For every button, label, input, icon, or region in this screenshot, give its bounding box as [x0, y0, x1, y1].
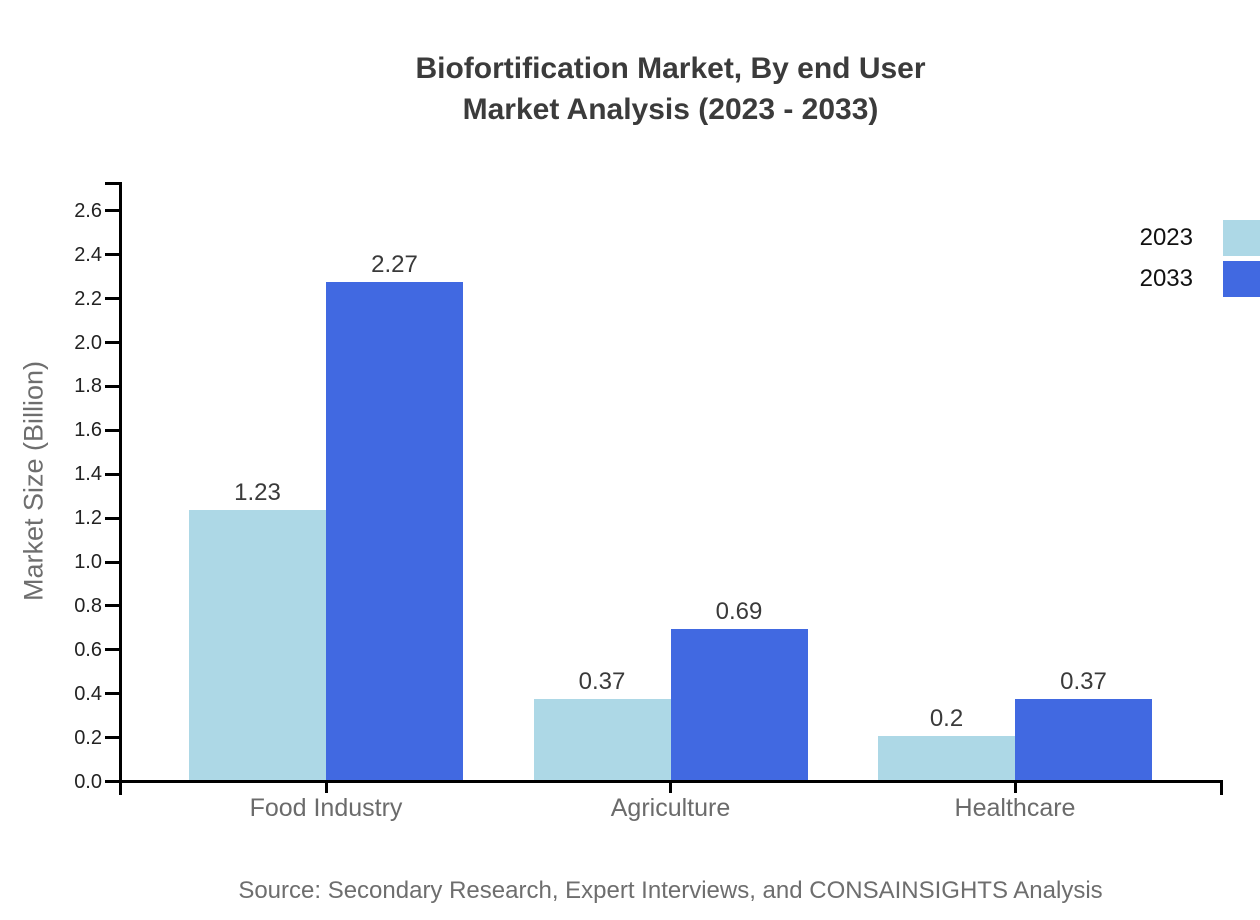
legend-label: 2023 [1139, 224, 1193, 251]
y-tick [104, 297, 119, 301]
y-tick-label: 1.0 [74, 551, 102, 573]
y-tick-label: 0.6 [74, 638, 102, 661]
bar-2023-agriculture [533, 699, 671, 780]
bar-2033-food-industry [326, 282, 463, 780]
bar-value-label: 0.37 [578, 668, 626, 695]
source-note: Source: Secondary Research, Expert Inter… [238, 877, 1103, 904]
bar-value-label: 0.2 [929, 705, 964, 732]
y-axis-spine [118, 182, 122, 783]
y-tick [104, 209, 119, 213]
x-tick [324, 780, 328, 793]
chart-title: Biofortification Market, By end User Mar… [120, 48, 1221, 130]
chart-title-line2: Market Analysis (2023 - 2033) [462, 93, 879, 126]
bar-2023-healthcare [878, 736, 1015, 780]
y-tick [104, 428, 119, 432]
category-label: Healthcare [954, 794, 1076, 822]
y-tick-label: 1.2 [74, 507, 102, 530]
y-tick-label: 2.4 [74, 243, 102, 266]
legend-label: 2033 [1139, 265, 1193, 292]
y-tick-label: 1.4 [74, 463, 102, 486]
y-tick [104, 384, 119, 388]
y-tick-label: 0.8 [74, 594, 102, 617]
y-tick [104, 341, 119, 344]
y-tick-label: 0.2 [74, 726, 102, 749]
y-tick [104, 648, 119, 652]
bar-2033-healthcare [1015, 699, 1152, 780]
chart-title-line1: Biofortification Market, By end User [415, 52, 926, 85]
x-axis-end-cap-left [118, 780, 122, 795]
y-tick-label: 0.0 [74, 770, 102, 793]
legend-item-2023: 2023 [1140, 220, 1260, 256]
bar-2033-agriculture [670, 629, 808, 780]
x-axis-end-cap-right [1219, 780, 1223, 795]
legend-swatch [1223, 261, 1260, 297]
legend-swatch [1223, 220, 1260, 256]
y-tick [104, 780, 119, 783]
y-tick-label: 2.0 [74, 331, 102, 354]
x-tick [1013, 780, 1017, 793]
y-tick-label: 2.6 [74, 199, 102, 222]
y-tick [104, 253, 119, 257]
y-tick [104, 560, 119, 564]
y-tick-label: 1.6 [74, 419, 102, 442]
y-tick-label: 1.8 [74, 375, 102, 398]
bar-2023-food-industry [189, 510, 326, 780]
category-label: Food Industry [249, 794, 403, 822]
y-tick [104, 516, 119, 520]
bar-value-label: 2.27 [371, 251, 418, 278]
bar-value-label: 1.23 [234, 479, 281, 506]
y-axis-end-cap [104, 182, 119, 185]
y-tick [104, 736, 119, 740]
y-tick-label: 0.4 [74, 682, 102, 705]
y-tick [104, 604, 119, 608]
y-tick-label: 2.2 [74, 287, 102, 310]
x-tick [669, 780, 672, 793]
y-tick [104, 472, 119, 476]
category-label: Agriculture [610, 794, 731, 822]
y-tick [104, 692, 119, 696]
legend-item-2033: 2033 [1140, 261, 1260, 297]
legend: 2023 2033 [1140, 220, 1260, 302]
bar-value-label: 0.69 [715, 598, 763, 625]
bar-value-label: 0.37 [1060, 668, 1107, 695]
